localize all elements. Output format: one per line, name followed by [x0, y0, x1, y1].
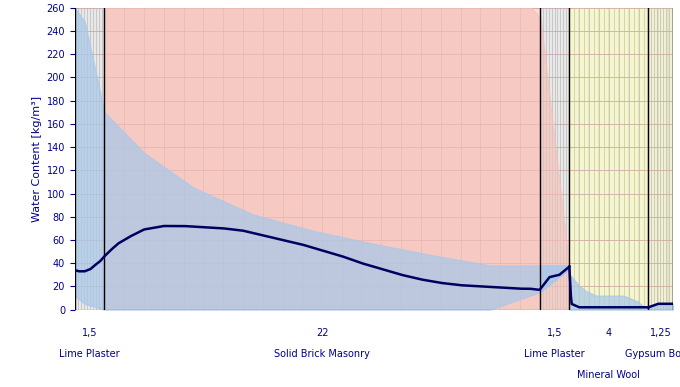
Text: Solid Brick Masonry: Solid Brick Masonry	[274, 349, 370, 359]
Y-axis label: Water Content [kg/m³]: Water Content [kg/m³]	[32, 96, 42, 222]
Text: 22: 22	[316, 328, 328, 338]
Bar	[540, 8, 569, 310]
Text: Lime Plaster: Lime Plaster	[59, 349, 120, 359]
Text: Gypsum Board: Gypsum Board	[625, 349, 680, 359]
Bar	[649, 8, 673, 310]
Text: 4: 4	[606, 328, 612, 338]
Text: 1,5: 1,5	[82, 328, 97, 338]
Text: Mineral Wool: Mineral Wool	[577, 370, 641, 380]
Polygon shape	[105, 8, 569, 310]
Text: 1,5: 1,5	[547, 328, 562, 338]
Bar	[75, 8, 105, 310]
Text: Lime Plaster: Lime Plaster	[524, 349, 585, 359]
Bar	[569, 8, 649, 310]
Text: 1,25: 1,25	[650, 328, 672, 338]
Bar	[105, 8, 540, 310]
